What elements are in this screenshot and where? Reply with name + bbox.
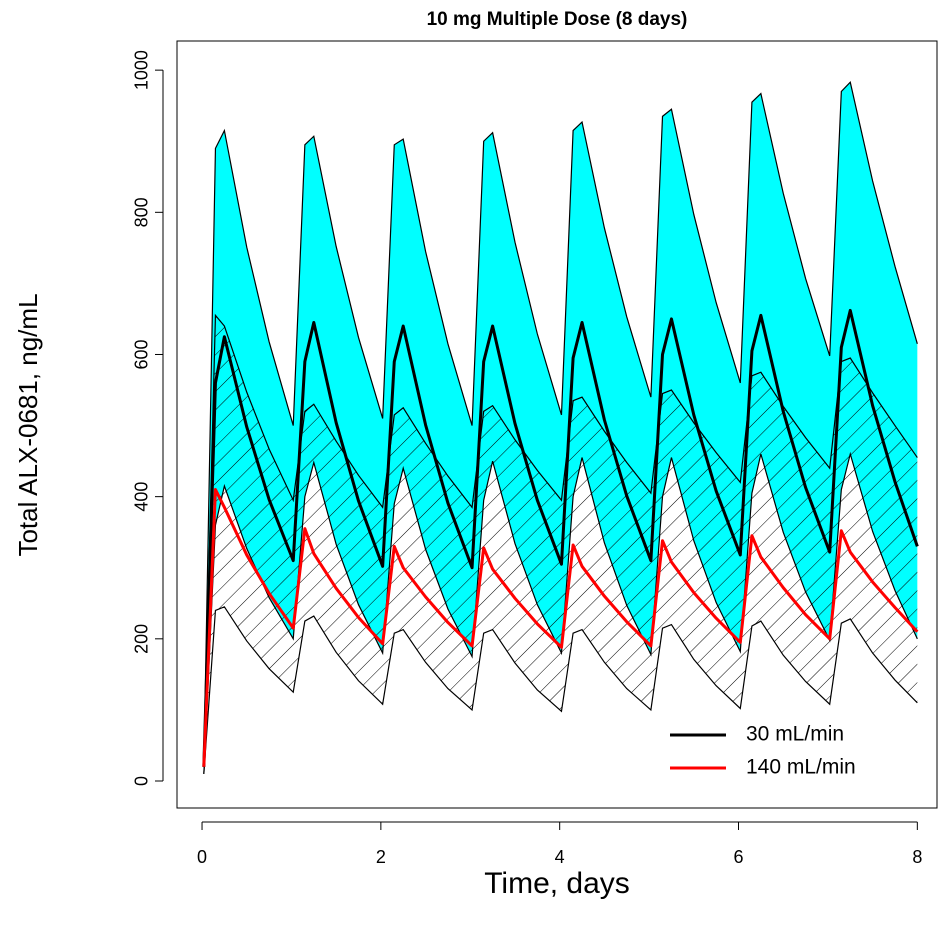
x-tick-label: 6	[733, 847, 743, 867]
y-tick-label: 200	[132, 624, 152, 654]
x-axis-label: Time, days	[484, 867, 630, 900]
legend-label: 140 mL/min	[746, 756, 856, 779]
series-line	[202, 488, 919, 767]
y-tick-label: 600	[132, 339, 152, 369]
band-fill	[203, 315, 918, 774]
x-tick-label: 8	[912, 847, 922, 867]
plot-frame	[176, 40, 938, 809]
y-tick-label: 400	[132, 482, 152, 512]
series-line	[202, 308, 919, 767]
band-edge	[203, 606, 918, 774]
y-tick-label: 800	[132, 197, 152, 227]
legend-label: 30 mL/min	[746, 723, 844, 746]
band-edge	[203, 313, 918, 767]
y-tick-label: 0	[132, 776, 152, 786]
x-tick-label: 4	[555, 847, 565, 867]
y-axis-label: Total ALX-0681, ng/mL	[13, 293, 43, 556]
x-tick-label: 2	[376, 847, 386, 867]
band-edge	[203, 81, 918, 767]
x-tick-label: 0	[197, 847, 207, 867]
chart-title: 10 mg Multiple Dose (8 days)	[427, 9, 688, 30]
band-edge	[203, 451, 918, 774]
y-tick-label: 1000	[132, 50, 152, 90]
